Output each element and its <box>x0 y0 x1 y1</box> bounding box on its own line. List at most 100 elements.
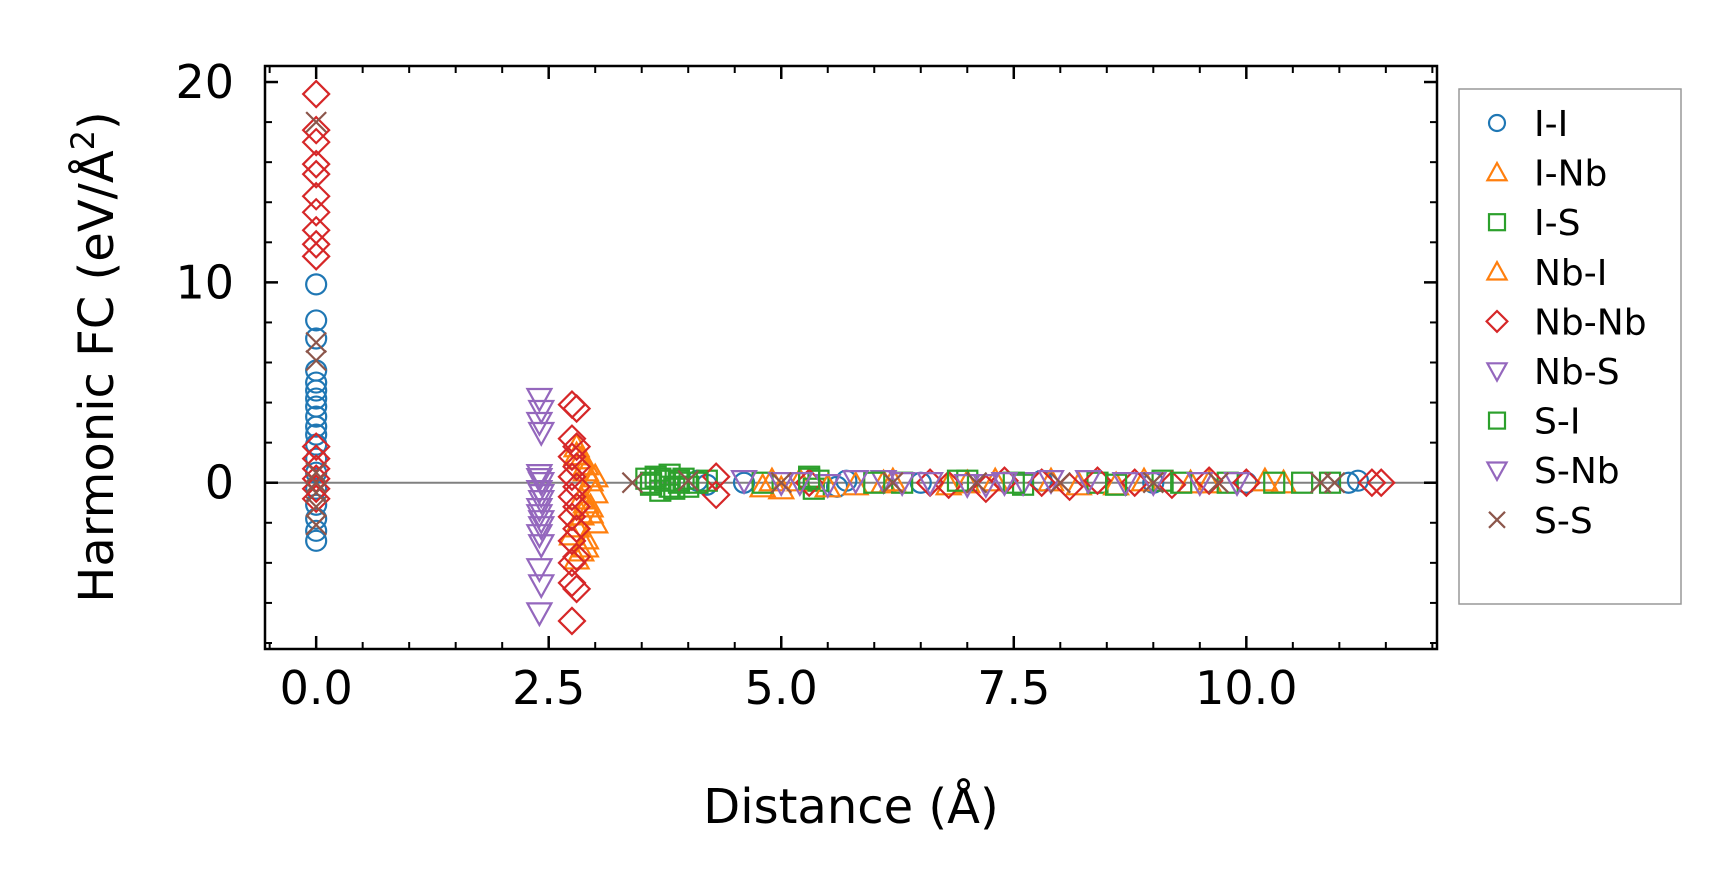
data-point <box>916 472 944 497</box>
legend-label: S-Nb <box>1534 451 1620 492</box>
data-point <box>305 529 328 552</box>
data-point <box>301 127 331 157</box>
legend: I-I I-Nb I-S Nb-I Nb-Nb Nb-S S-I S-Nb S-S <box>1458 88 1682 605</box>
legend-item-i-nb: I-Nb <box>1485 154 1607 195</box>
data-point <box>557 526 587 556</box>
data-point <box>572 450 600 476</box>
data-point <box>748 472 777 498</box>
data-point <box>1366 468 1396 498</box>
legend-item-nb-nb: Nb-Nb <box>1485 302 1647 343</box>
legend-item-i-i: I-I <box>1487 104 1568 145</box>
y-axis-label-close: ) <box>69 111 125 130</box>
data-point <box>301 197 331 227</box>
series-i-i <box>305 273 1370 552</box>
data-point <box>305 359 328 382</box>
data-point <box>305 331 327 354</box>
data-point <box>525 498 554 524</box>
data-point <box>965 471 988 494</box>
data-point <box>730 470 758 495</box>
data-point <box>301 115 331 145</box>
data-point <box>525 602 554 628</box>
data-point <box>1357 468 1387 498</box>
x-tick-label: 5.0 <box>745 661 818 715</box>
data-point <box>882 471 904 494</box>
legend-label: I-Nb <box>1534 154 1607 195</box>
data-point <box>1223 472 1251 497</box>
data-point <box>557 502 587 532</box>
y-tick-label: 0 <box>205 456 234 510</box>
data-point <box>1111 472 1140 497</box>
y-axis-label: Harmonic FC (eV/Å2) <box>64 111 125 603</box>
data-point <box>527 516 556 542</box>
data-point <box>1263 471 1286 494</box>
legend-label: I-I <box>1534 104 1568 145</box>
data-point <box>677 469 699 492</box>
series-s-s <box>305 111 1346 536</box>
data-point <box>305 447 328 470</box>
plot-area: 0.0 2.5 5.0 7.5 10.0 0 10 20 <box>175 55 1439 715</box>
data-point <box>946 469 970 492</box>
legend-marker <box>1485 309 1509 334</box>
data-point <box>990 472 1019 497</box>
legend-marker <box>1487 213 1507 232</box>
data-point <box>1049 471 1072 494</box>
data-point <box>562 432 592 462</box>
legend-marker <box>1485 160 1509 182</box>
legend-marker <box>1485 461 1509 483</box>
data-point <box>770 471 793 494</box>
data-point <box>301 149 331 179</box>
data-point <box>527 510 556 536</box>
series-i-nb <box>562 432 1298 570</box>
data-point <box>576 492 605 518</box>
data-point <box>562 492 592 522</box>
x-tick-label: 7.5 <box>977 661 1050 715</box>
data-point <box>878 466 907 492</box>
data-point <box>1231 468 1261 498</box>
data-point <box>1037 470 1065 495</box>
data-point <box>305 309 328 332</box>
data-point <box>562 514 592 544</box>
data-point <box>305 379 328 402</box>
legend-marker <box>1487 113 1507 133</box>
axis-ticks <box>265 66 1437 649</box>
data-point <box>305 514 327 536</box>
data-point <box>672 467 695 490</box>
series-s-nb <box>525 468 1214 542</box>
data-point <box>557 482 587 512</box>
legend-label: Nb-S <box>1534 352 1620 393</box>
data-point <box>527 484 556 510</box>
data-point <box>621 471 644 494</box>
data-point <box>527 421 556 447</box>
data-point <box>301 159 331 189</box>
data-point <box>557 548 587 578</box>
legend-marker <box>1488 511 1506 529</box>
data-point <box>305 507 328 530</box>
data-point <box>305 111 327 133</box>
data-point <box>1170 471 1193 494</box>
data-point <box>863 471 886 494</box>
data-point <box>305 461 327 484</box>
data-point <box>301 181 331 211</box>
data-point <box>562 394 592 424</box>
legend-label: S-I <box>1534 402 1580 443</box>
data-point <box>305 471 327 494</box>
data-point <box>301 79 331 109</box>
data-point <box>1207 471 1230 494</box>
series-nb-s <box>525 387 1251 628</box>
legend-item-i-s: I-S <box>1487 203 1580 244</box>
data-point <box>305 519 328 542</box>
data-point <box>1142 471 1165 494</box>
data-point <box>557 462 587 492</box>
data-point <box>301 484 331 514</box>
data-point <box>562 452 592 482</box>
data-point <box>1104 473 1128 496</box>
legend-item-s-i: S-I <box>1487 402 1580 443</box>
data-point <box>1074 470 1103 495</box>
data-point <box>751 471 774 494</box>
data-point <box>305 371 328 394</box>
legend-marker <box>1487 411 1507 430</box>
data-point <box>527 399 556 425</box>
data-point <box>1185 472 1214 497</box>
data-point <box>1065 470 1093 496</box>
data-point <box>525 468 554 493</box>
